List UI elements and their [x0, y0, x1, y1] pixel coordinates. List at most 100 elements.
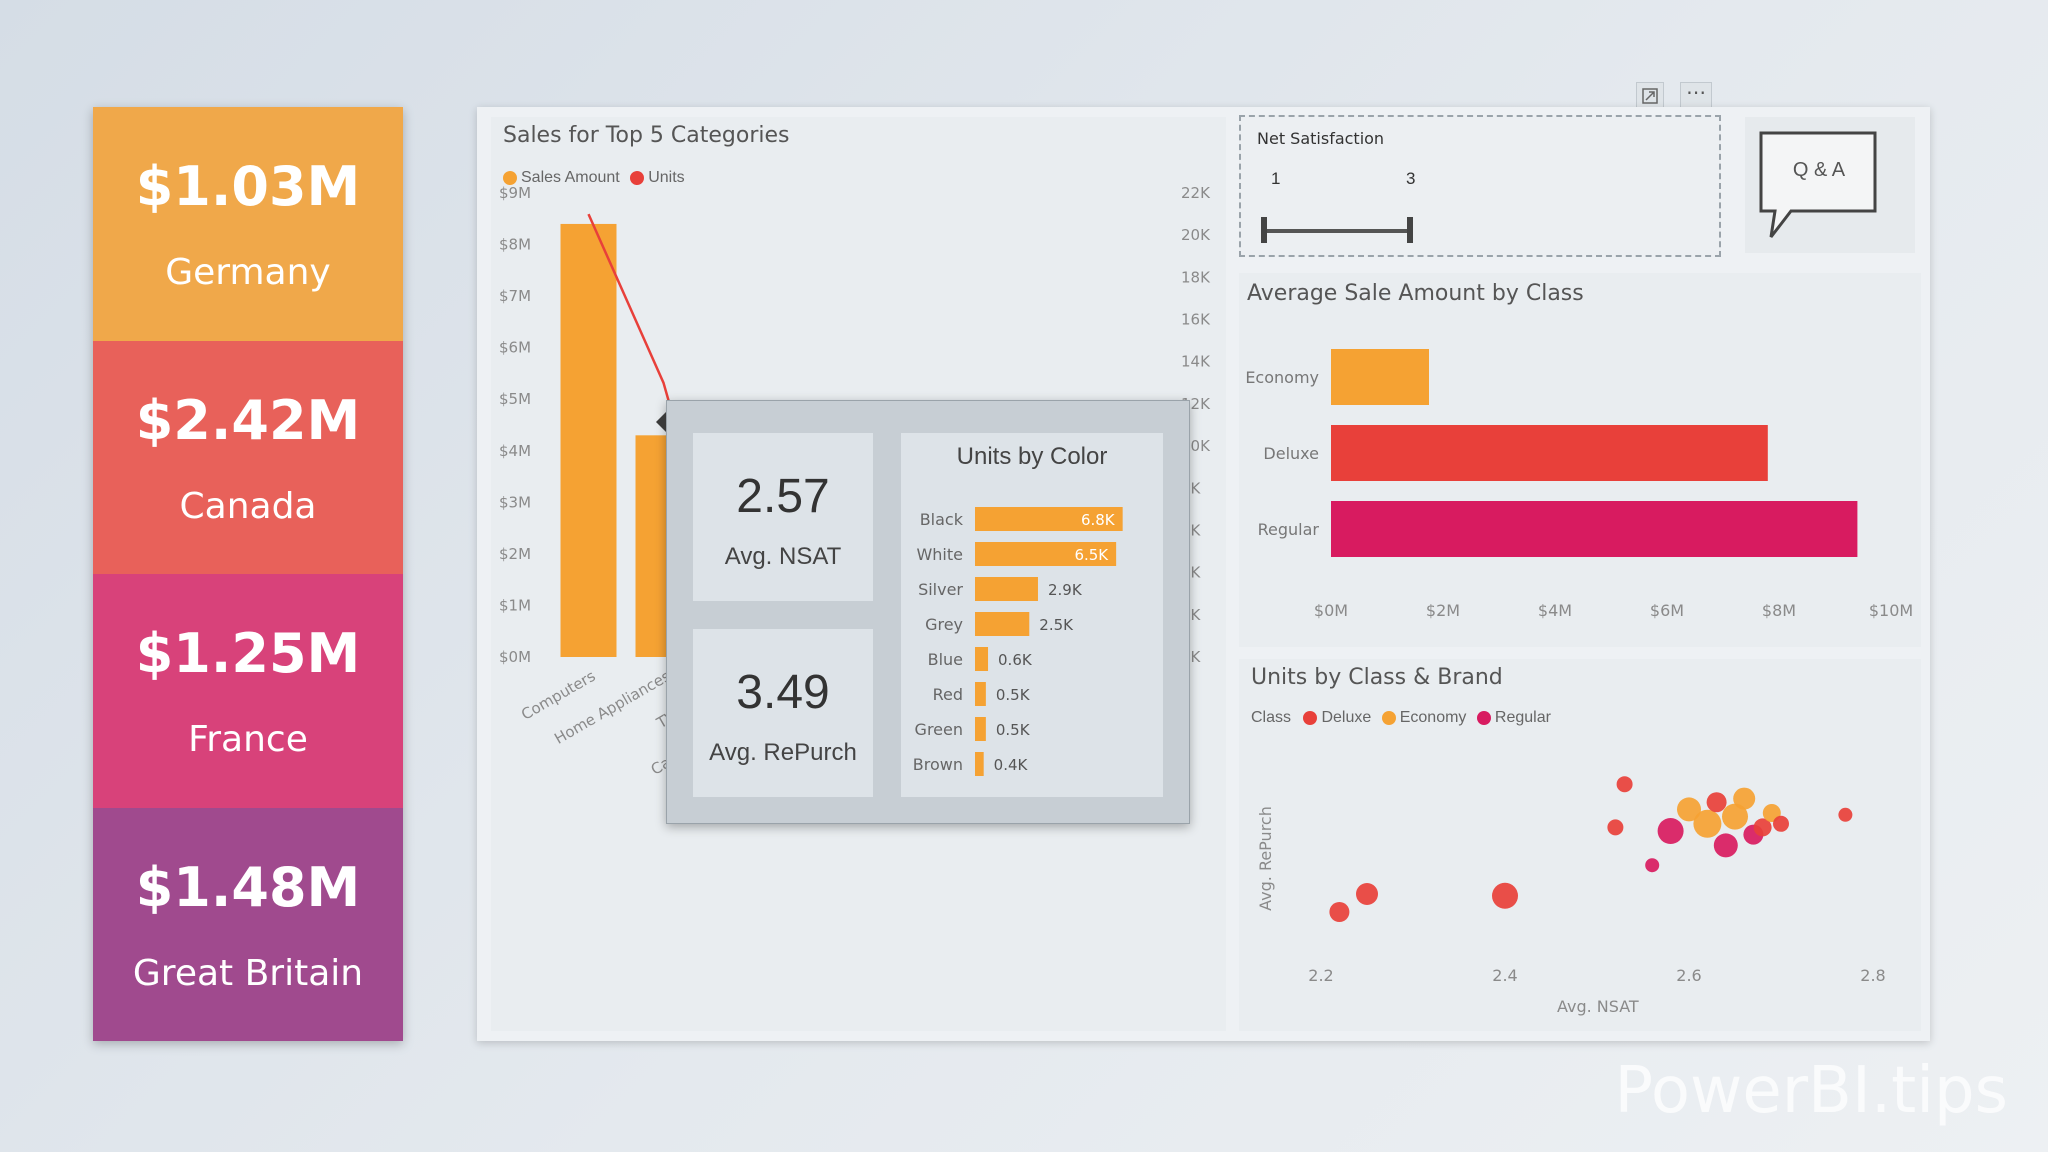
kpi-value: $1.03M	[135, 155, 361, 218]
kpi-label: Canada	[179, 485, 317, 527]
y2-tick-label: 16K	[1181, 311, 1211, 329]
qa-card[interactable]: Q & A	[1745, 117, 1915, 253]
kpi-label: France	[188, 719, 308, 760]
color-label: Grey	[925, 615, 963, 634]
color-data-label: 0.5K	[996, 686, 1031, 704]
color-data-label: 0.5K	[996, 721, 1031, 739]
legend-dot-regular	[1476, 710, 1491, 725]
y-tick-label: $8M	[499, 236, 531, 254]
color-label: Red	[933, 685, 963, 704]
scatter-chart: 2.2 2.4 2.6 2.8	[1308, 776, 1886, 985]
slicer-min-label: 1	[1271, 169, 1281, 188]
color-bar	[975, 717, 986, 741]
x-tick-label: $4M	[1538, 601, 1572, 620]
avg-sale-chart: Economy Deluxe Regular $0M $2M $4M $6M $8M $10M	[1245, 349, 1913, 620]
x-tick-label: $10M	[1869, 601, 1913, 620]
scatter-point	[1356, 883, 1378, 905]
slicer-track	[1265, 229, 1410, 233]
scatter-point	[1722, 803, 1748, 830]
chart-title: Units by Class & Brand	[1251, 665, 1503, 690]
scatter-point	[1753, 818, 1772, 837]
color-bar	[975, 647, 989, 671]
color-label: Blue	[928, 650, 963, 669]
color-label: Silver	[918, 580, 963, 599]
units-class-brand-card[interactable]: Units by Class & Brand Class Deluxe Econ…	[1239, 659, 1921, 1031]
x-tick-label: 2.8	[1860, 966, 1885, 985]
kpi-card-germany[interactable]: $1.03M Germany	[93, 107, 403, 341]
x-tick-label: 2.4	[1492, 966, 1517, 985]
kpi-value: $2.42M	[135, 388, 361, 452]
legend-label: Economy	[1399, 709, 1467, 726]
scatter-point	[1677, 797, 1701, 822]
x-axis-title: Avg. NSAT	[1557, 997, 1639, 1016]
category-label: Economy	[1245, 368, 1319, 387]
color-data-label: 6.8K	[1081, 511, 1116, 529]
y2-tick-label: 20K	[1181, 226, 1211, 244]
color-bar	[975, 752, 984, 776]
y-tick-label: $0M	[499, 648, 531, 666]
units-by-color-title: Units by Color	[956, 443, 1108, 470]
chart-title: Sales for Top 5 Categories	[503, 123, 790, 148]
legend-label: Units	[648, 169, 685, 186]
class-bar	[1331, 425, 1768, 481]
y-tick-label: $1M	[499, 596, 531, 614]
scatter-point	[1329, 902, 1350, 922]
category-label: Deluxe	[1263, 444, 1319, 463]
nsat-label: Avg. NSAT	[724, 543, 842, 570]
repurch-label: Avg. RePurch	[709, 739, 857, 766]
slicer-handle-min[interactable]	[1261, 217, 1267, 243]
scatter-point	[1693, 809, 1722, 838]
y-axis-title: Avg. RePurch	[1255, 806, 1275, 911]
color-label: Black	[920, 510, 964, 529]
scatter-point	[1838, 807, 1853, 822]
kpi-column: $1.03M Germany $2.42M Canada $1.25M Fran…	[93, 107, 403, 1041]
tooltip-pointer	[656, 412, 666, 432]
x-tick-label: $6M	[1650, 601, 1684, 620]
legend-title: Class	[1251, 709, 1292, 726]
qa-label: Q & A	[1792, 159, 1846, 181]
watermark: PowerBI.tips	[1614, 1054, 2008, 1128]
scatter-point	[1645, 858, 1660, 873]
scatter-point	[1713, 833, 1738, 858]
legend-dot-economy	[1381, 710, 1396, 725]
color-label: White	[916, 545, 963, 564]
y2-tick-label: 14K	[1181, 353, 1211, 371]
color-bar	[975, 577, 1038, 601]
x-tick-label: $8M	[1762, 601, 1796, 620]
sales-bar	[560, 223, 617, 657]
slicer-title: Net Satisfaction	[1257, 129, 1385, 148]
scatter-point	[1492, 882, 1518, 909]
y2-tick-label: 22K	[1181, 184, 1211, 202]
x-tick-label: $0M	[1314, 601, 1348, 620]
net-satisfaction-slicer[interactable]: Net Satisfaction 1 3	[1239, 115, 1721, 257]
legend-dot-sales	[503, 170, 517, 185]
chart-title: Average Sale Amount by Class	[1247, 281, 1584, 306]
scatter-point	[1706, 792, 1727, 813]
y-tick-label: $4M	[499, 442, 531, 460]
nsat-value: 2.57	[736, 470, 830, 523]
report-canvas: Sales for Top 5 Categories Sales Amount …	[477, 107, 1930, 1041]
kpi-card-france[interactable]: $1.25M France	[93, 574, 403, 808]
scatter-point	[1616, 776, 1633, 793]
color-data-label: 6.5K	[1074, 546, 1109, 564]
scatter-point	[1657, 818, 1684, 844]
focus-mode-icon[interactable]	[1636, 82, 1664, 110]
kpi-card-canada[interactable]: $2.42M Canada	[93, 340, 403, 574]
class-bar	[1331, 501, 1858, 557]
color-data-label: 2.9K	[1048, 581, 1083, 599]
avg-sale-chart-card[interactable]: Average Sale Amount by Class Economy Delu…	[1239, 273, 1921, 647]
color-label: Brown	[913, 755, 963, 774]
nsat-card: 2.57 Avg. NSAT	[693, 433, 873, 601]
repurch-value: 3.49	[736, 666, 830, 719]
units-by-color-chart: Black 6.8K White 6.5K Silver 2.9K Grey 2.5K Blue…	[913, 507, 1123, 776]
scatter-point	[1607, 819, 1624, 836]
slicer-handle-max[interactable]	[1407, 217, 1413, 243]
color-data-label: 0.6K	[998, 651, 1033, 669]
more-options-icon[interactable]: ⋯	[1680, 82, 1712, 110]
kpi-card-great-britain[interactable]: $1.48M Great Britain	[93, 807, 403, 1041]
tooltip-popup: 2.57 Avg. NSAT 3.49 Avg. RePurch Units b…	[666, 400, 1190, 824]
legend-label: Sales Amount	[521, 169, 620, 186]
color-data-label: 0.4K	[994, 756, 1029, 774]
chart-legend: Sales Amount Units	[503, 169, 685, 187]
y2-tick-label: 18K	[1181, 268, 1211, 286]
